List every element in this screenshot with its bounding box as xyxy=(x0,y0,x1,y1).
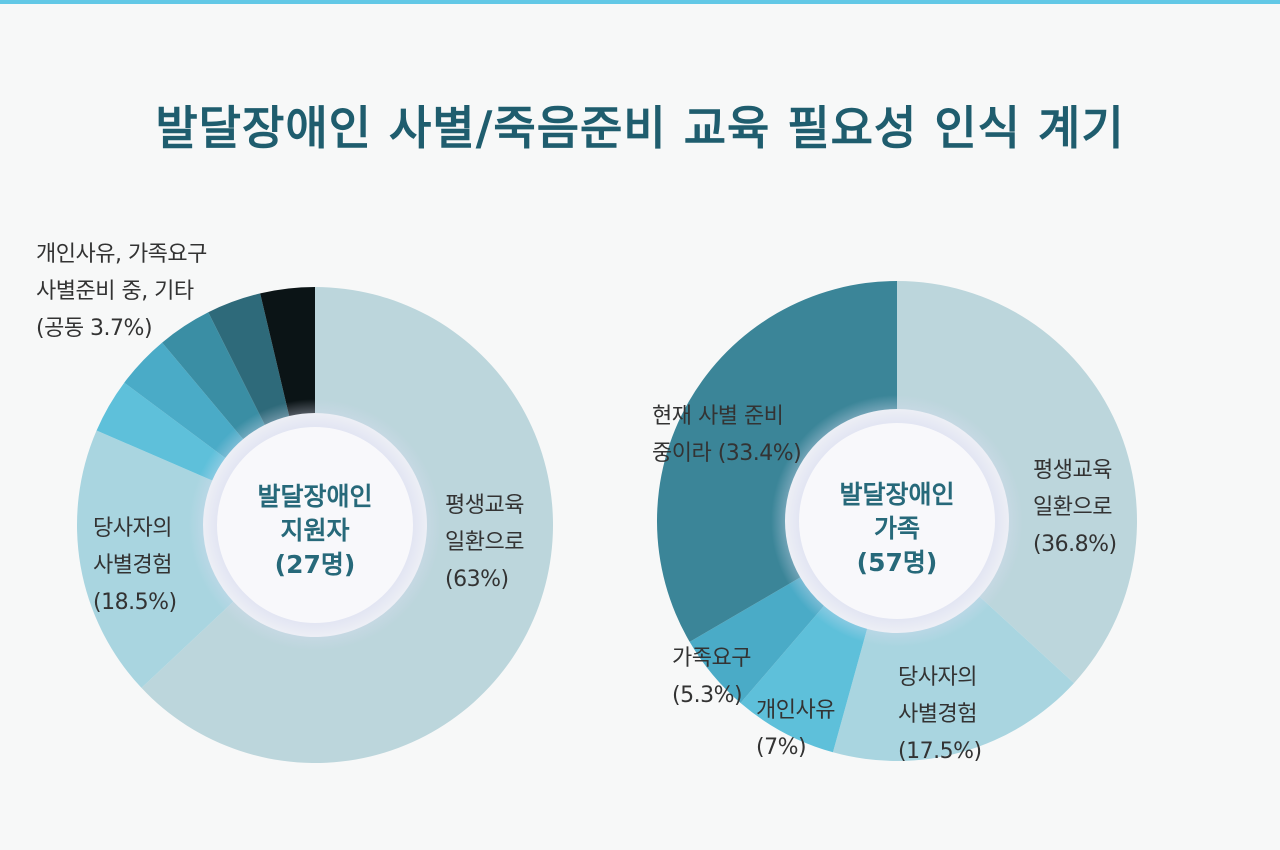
chart-2-slice-3 xyxy=(740,605,868,753)
chart-1-slice-5 xyxy=(162,312,265,440)
center-label-family: 발달장애인 가족 (57명) xyxy=(839,480,955,577)
top-accent-rule xyxy=(0,0,1280,4)
chart-1-slice-6 xyxy=(208,293,290,425)
chart-2-hole xyxy=(799,423,995,619)
label-lifelong-education-2: 평생교육 일환으로 (36.8%) xyxy=(1033,458,1117,557)
chart-1-hole xyxy=(217,427,413,623)
chart-2-slice-1 xyxy=(897,281,1137,684)
label-lifelong-education-1: 평생교육 일환으로 (63%) xyxy=(445,493,524,592)
label-shared-small-slices-1: 개인사유, 가족요구 사별준비 중, 기타 (공동 3.7%) xyxy=(36,242,207,341)
chart-1-slice-1 xyxy=(141,287,553,763)
chart-1-slice-7 xyxy=(260,287,315,417)
chart-2-slice-4 xyxy=(689,577,824,704)
chart-title: 발달장애인 사별/죽음준비 교육 필요성 인식 계기 xyxy=(155,101,1125,155)
label-preparing-now-2: 현재 사별 준비 중이라 (33.4%) xyxy=(652,404,802,466)
chart-1-slice-3 xyxy=(96,382,226,481)
chart-1-slice-4 xyxy=(124,342,244,459)
label-family-request-2: 가족요구 (5.3%) xyxy=(672,646,751,708)
label-bereavement-experience-1: 당사자의 사별경험 (18.5%) xyxy=(93,516,177,615)
label-personal-reason-2: 개인사유 (7%) xyxy=(756,698,835,760)
center-label-supporters: 발달장애인 지원자 (27명) xyxy=(257,482,373,579)
label-bereavement-experience-2: 당사자의 사별경험 (17.5%) xyxy=(898,665,982,764)
chart-2-slice-5 xyxy=(656,281,897,642)
